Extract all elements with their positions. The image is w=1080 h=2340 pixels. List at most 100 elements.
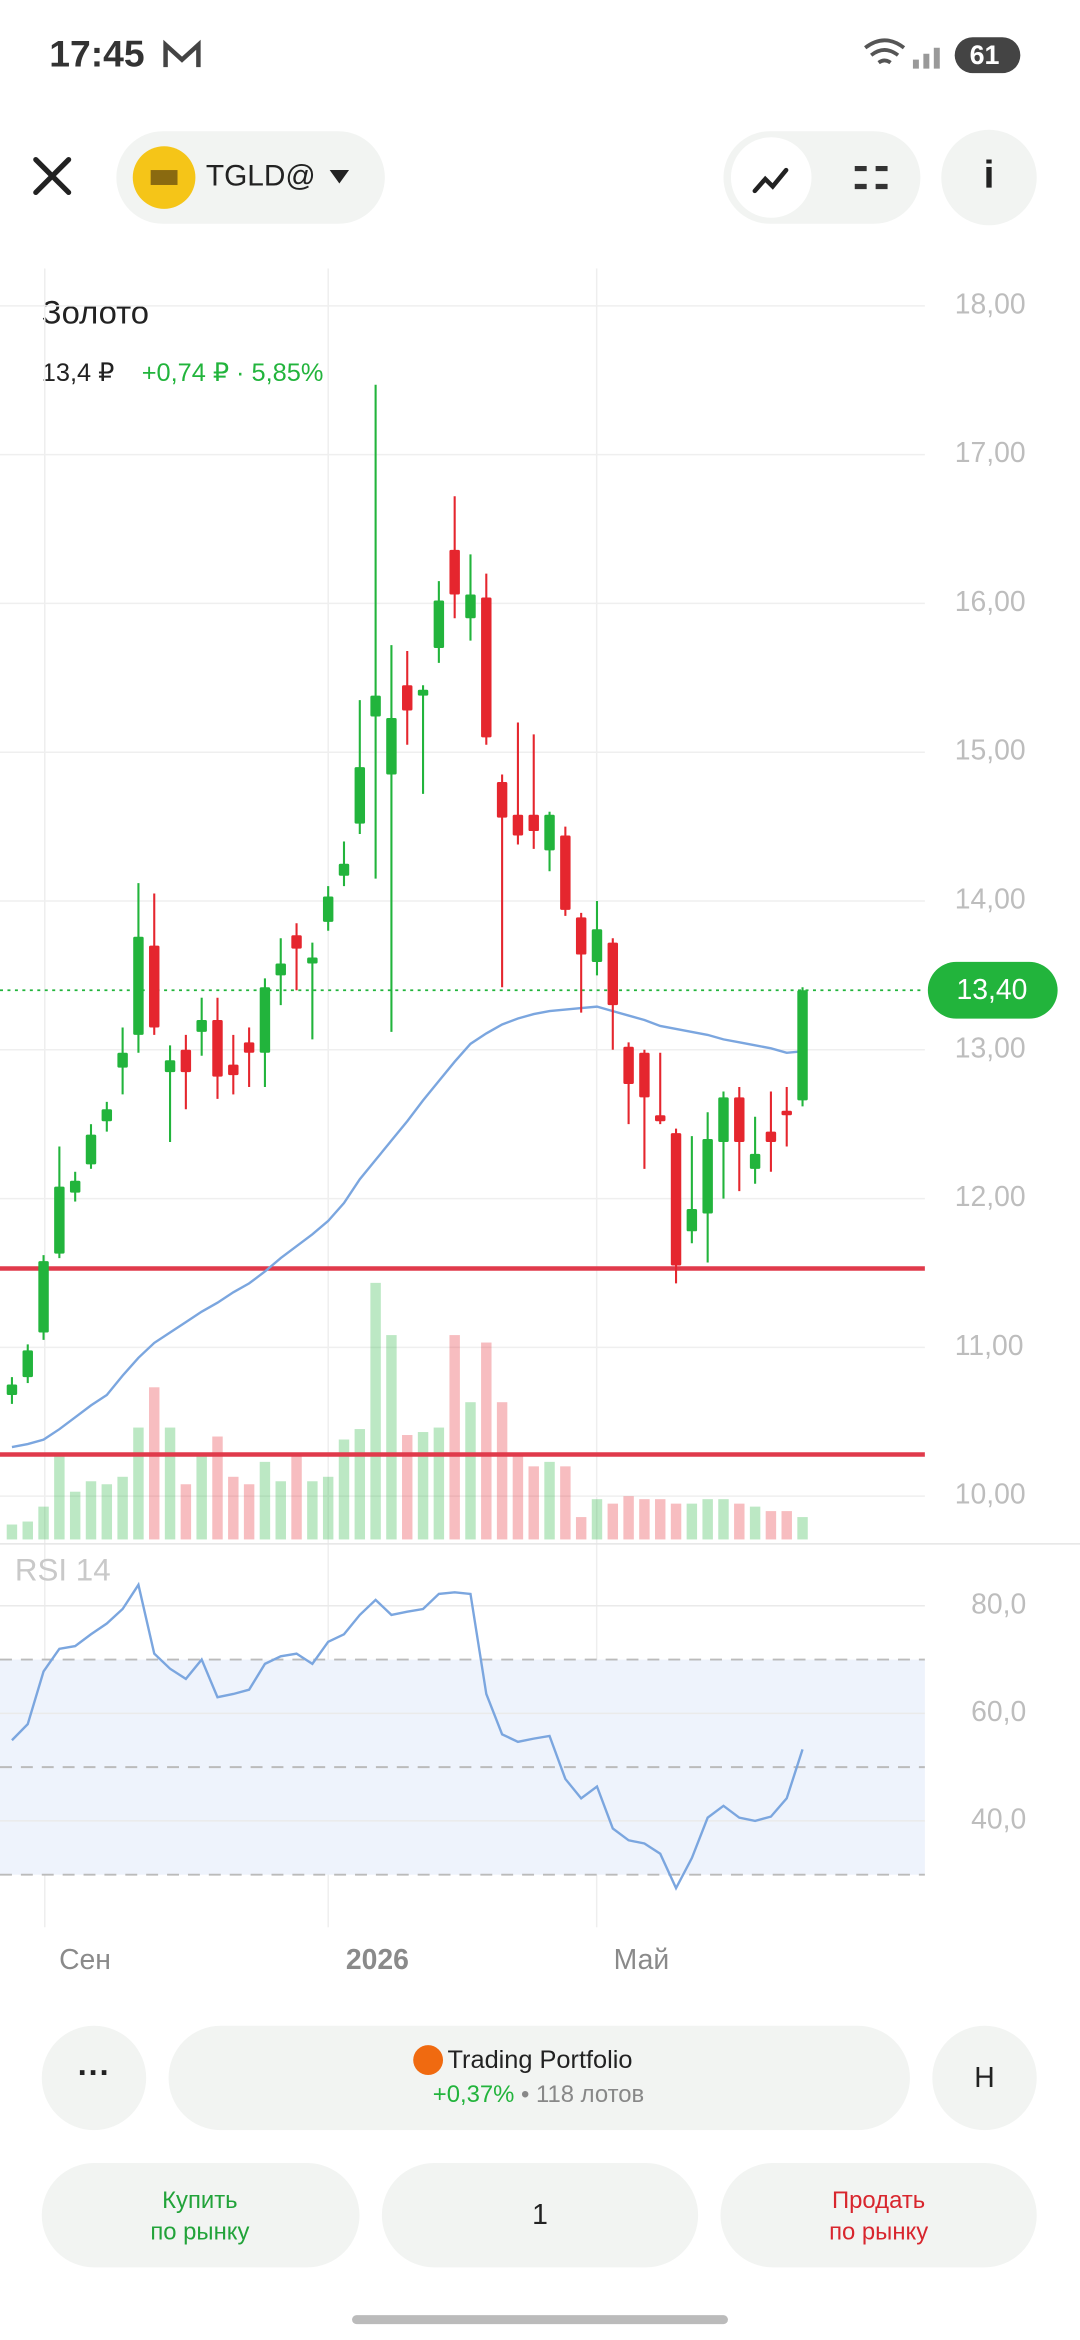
- portfolio-summary: +0,37% • 118 лотов: [433, 2081, 644, 2108]
- candle-body: [591, 929, 603, 962]
- volume-bar: [101, 1484, 113, 1540]
- more-button[interactable]: [41, 2025, 147, 2131]
- candle-body: [228, 1064, 239, 1076]
- y-tick-label: 12,00: [955, 1181, 1026, 1213]
- candle-body: [686, 1208, 698, 1232]
- volume-bar: [718, 1499, 729, 1540]
- buy-button[interactable]: [41, 2162, 360, 2268]
- candle-body: [275, 963, 286, 976]
- candle-body: [38, 1261, 49, 1333]
- candle-body: [69, 1180, 81, 1193]
- volume-bar: [449, 1335, 460, 1540]
- mode-button[interactable]: [932, 2025, 1037, 2131]
- rsi-line: [11, 1581, 804, 1891]
- volume-bar: [402, 1435, 413, 1540]
- y-tick-label: 16,00: [955, 586, 1026, 618]
- candle-body: [765, 1131, 777, 1143]
- volume-bar: [512, 1454, 524, 1540]
- candle-body: [433, 600, 445, 649]
- candle-body: [417, 689, 429, 696]
- volume-bar: [291, 1454, 302, 1540]
- volume-bar: [686, 1503, 698, 1540]
- candle-body: [655, 1115, 666, 1122]
- sell-label: по рынку: [829, 2218, 928, 2245]
- volume-bar: [591, 1499, 603, 1540]
- candle-body: [164, 1060, 176, 1073]
- buy-label: Купить: [162, 2187, 237, 2214]
- volume-bar: [528, 1466, 539, 1540]
- current-price-badge: [927, 961, 1058, 1019]
- y-tick-label: 15,00: [955, 735, 1026, 767]
- candle-body: [133, 936, 144, 1035]
- portfolio-lots: • 118 лотов: [514, 2081, 644, 2108]
- candle-body: [639, 1052, 650, 1098]
- volume-bar: [275, 1481, 286, 1540]
- volume-bar: [575, 1517, 587, 1540]
- candle-body: [496, 781, 508, 818]
- buy-label: по рынку: [150, 2218, 249, 2245]
- candle-body: [212, 1020, 223, 1077]
- y-tick-label: 40,0: [971, 1803, 1026, 1835]
- volume-bar: [417, 1432, 429, 1540]
- volume-bar: [433, 1427, 445, 1540]
- candle-body: [338, 863, 350, 876]
- volume-bar: [22, 1521, 33, 1540]
- x-tick-label: Май: [614, 1944, 669, 1976]
- info-button[interactable]: [941, 129, 1037, 226]
- volume-bar: [85, 1481, 97, 1540]
- status-time: 17:45: [49, 33, 144, 75]
- candle-chart-button[interactable]: [854, 165, 888, 190]
- candle-body: [465, 594, 476, 619]
- ticker: TGLD@: [206, 159, 316, 192]
- sell-button[interactable]: [720, 2162, 1037, 2268]
- y-tick-label: 13,00: [955, 1032, 1026, 1064]
- volume-bar: [481, 1342, 492, 1540]
- volume-bar: [765, 1511, 777, 1540]
- y-tick-label: 18,00: [955, 288, 1026, 320]
- volume-bar: [496, 1402, 508, 1540]
- y-tick-label: 14,00: [955, 883, 1026, 915]
- battery: [954, 37, 1021, 74]
- wifi-icon: [864, 38, 906, 65]
- candle-body: [196, 1020, 207, 1032]
- candle-body: [702, 1139, 713, 1214]
- portfolio-icon: [413, 2045, 444, 2075]
- price-chart: Сен 2026 Май 18,00 17,00 16,00 15,00 14,00 13,00…: [0, 268, 1058, 1976]
- portfolio-button[interactable]: [168, 2025, 910, 2131]
- volume-bar: [54, 1454, 65, 1540]
- candle-body: [402, 685, 413, 711]
- volume-bar: [749, 1506, 761, 1540]
- candle-body: [243, 1042, 255, 1053]
- candle-body: [6, 1384, 18, 1395]
- candle-body: [386, 717, 397, 775]
- moving-average: [11, 1005, 803, 1449]
- instrument-price: 13,4 ₽: [42, 359, 115, 387]
- rsi-title: RSI 14: [15, 1553, 111, 1588]
- line-chart-button[interactable]: [730, 137, 812, 218]
- volume-bar: [797, 1517, 808, 1540]
- candle-body: [22, 1350, 33, 1378]
- instrument-name: Золото: [42, 293, 149, 330]
- candle-body: [322, 896, 334, 922]
- portfolio-change: +0,37%: [433, 2081, 515, 2108]
- close-button[interactable]: [33, 157, 72, 196]
- volume-bar: [259, 1461, 271, 1540]
- y-tick-label: 17,00: [955, 437, 1026, 469]
- y-tick-label: 80,0: [971, 1588, 1026, 1620]
- volume-bar: [307, 1481, 318, 1540]
- signal-icon: [912, 47, 940, 69]
- volume-bar: [243, 1484, 255, 1540]
- volume-bar: [322, 1476, 334, 1540]
- volume-bar: [180, 1484, 192, 1540]
- volume-bar: [386, 1335, 397, 1540]
- quantity: 1: [532, 2199, 548, 2231]
- volume-bar: [6, 1524, 18, 1540]
- candle-body: [117, 1052, 128, 1068]
- quantity-field[interactable]: [381, 2162, 699, 2268]
- volume-bar: [465, 1402, 476, 1540]
- candle-body: [481, 597, 492, 738]
- volume-bar: [607, 1503, 619, 1540]
- candle-body: [101, 1109, 113, 1122]
- volume-bar: [370, 1282, 381, 1540]
